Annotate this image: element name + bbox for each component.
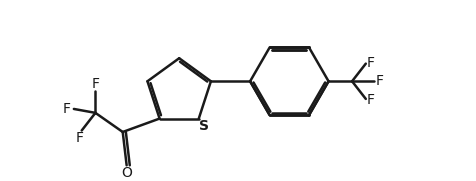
- Text: S: S: [199, 119, 209, 132]
- Text: F: F: [367, 93, 375, 107]
- Text: F: F: [63, 102, 71, 116]
- Text: F: F: [376, 74, 384, 88]
- Text: O: O: [121, 166, 132, 180]
- Text: F: F: [76, 131, 84, 145]
- Text: F: F: [367, 56, 375, 70]
- Text: F: F: [91, 77, 99, 91]
